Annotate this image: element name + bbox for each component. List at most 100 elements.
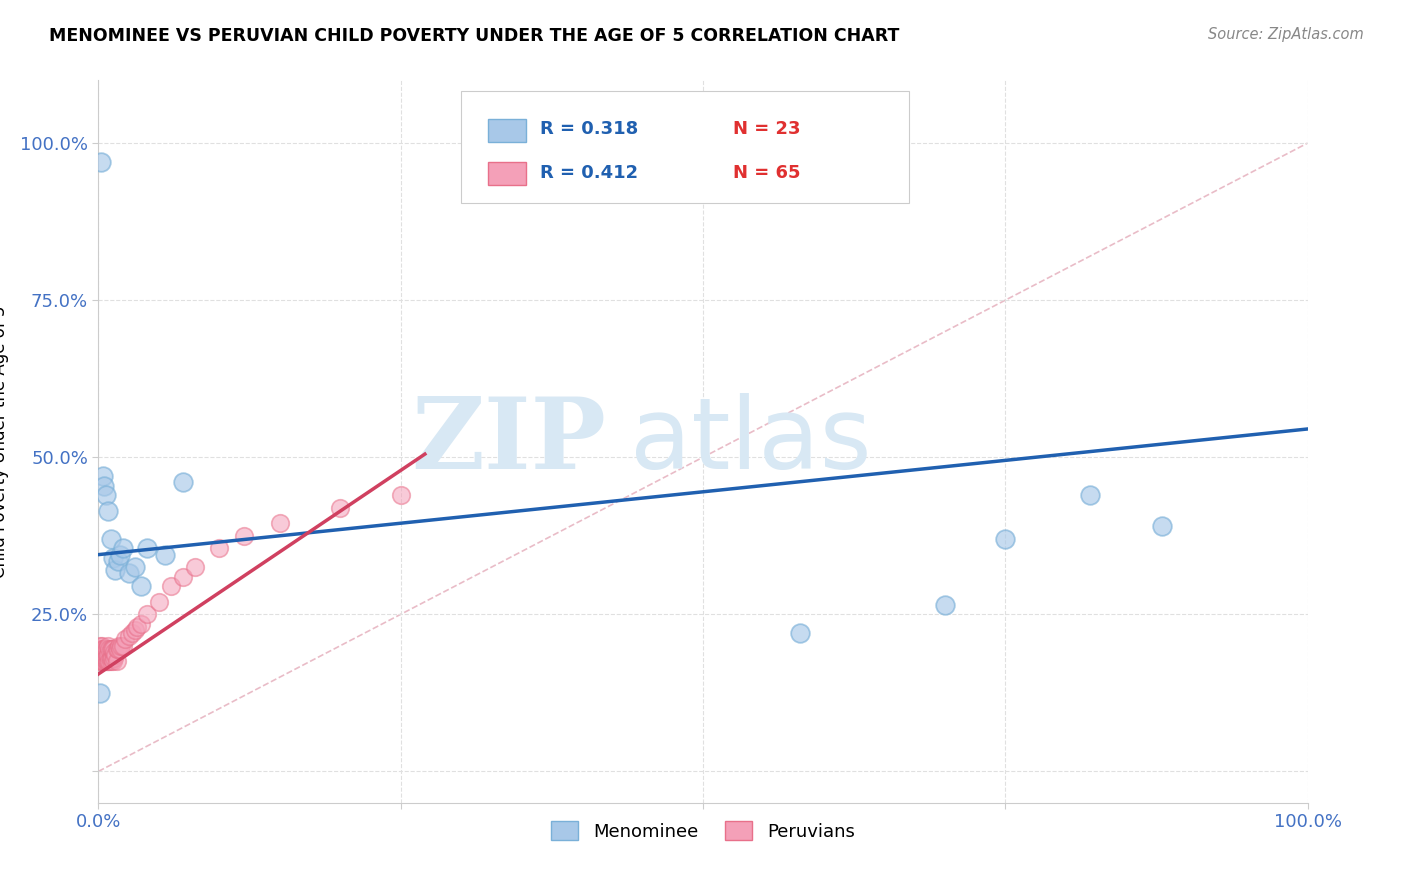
FancyBboxPatch shape <box>488 119 526 142</box>
Point <box>108 641 131 656</box>
Point <box>94 651 117 665</box>
Point <box>135 607 157 622</box>
Point <box>94 655 117 669</box>
Text: N = 65: N = 65 <box>734 164 801 182</box>
Point <box>101 655 124 669</box>
Point <box>389 488 412 502</box>
Point <box>269 516 291 531</box>
Text: N = 23: N = 23 <box>734 120 801 138</box>
Point <box>93 478 115 492</box>
Point <box>100 651 122 665</box>
Point <box>129 579 152 593</box>
Point <box>90 641 112 656</box>
Point <box>93 648 115 662</box>
Point <box>789 626 811 640</box>
Point <box>91 651 114 665</box>
Point <box>208 541 231 556</box>
Point <box>100 641 122 656</box>
Point <box>124 560 146 574</box>
Point <box>93 651 115 665</box>
Point <box>124 623 146 637</box>
FancyBboxPatch shape <box>488 162 526 185</box>
Text: Source: ZipAtlas.com: Source: ZipAtlas.com <box>1208 27 1364 42</box>
Point <box>89 655 111 669</box>
Text: R = 0.412: R = 0.412 <box>540 164 638 182</box>
Point <box>110 639 132 653</box>
Point <box>108 639 131 653</box>
Point <box>118 629 141 643</box>
Y-axis label: Child Poverty Under the Age of 5: Child Poverty Under the Age of 5 <box>0 305 8 578</box>
Point <box>90 655 112 669</box>
Point <box>103 645 125 659</box>
Point <box>89 639 111 653</box>
Point <box>172 569 194 583</box>
Point <box>94 488 117 502</box>
Point <box>118 566 141 581</box>
Point <box>129 616 152 631</box>
Point <box>91 469 114 483</box>
Point <box>98 655 121 669</box>
FancyBboxPatch shape <box>461 91 908 203</box>
Point <box>91 639 114 653</box>
Point <box>91 651 114 665</box>
Point <box>184 560 207 574</box>
Point <box>1078 488 1101 502</box>
Point <box>111 639 134 653</box>
Point <box>94 641 117 656</box>
Point <box>104 648 127 662</box>
Point <box>135 541 157 556</box>
Point <box>97 639 120 653</box>
Point <box>91 655 114 669</box>
Point <box>172 475 194 490</box>
Point <box>97 655 120 669</box>
Point <box>148 595 170 609</box>
Point <box>93 641 115 656</box>
Point <box>114 632 136 647</box>
Point <box>91 641 114 656</box>
Point <box>97 648 120 662</box>
Point <box>127 620 149 634</box>
Point <box>107 641 129 656</box>
Point <box>90 651 112 665</box>
Point <box>89 648 111 662</box>
Point <box>89 645 111 659</box>
Point <box>108 548 131 562</box>
Point <box>160 579 183 593</box>
Text: MENOMINEE VS PERUVIAN CHILD POVERTY UNDER THE AGE OF 5 CORRELATION CHART: MENOMINEE VS PERUVIAN CHILD POVERTY UNDE… <box>49 27 900 45</box>
Point <box>100 532 122 546</box>
Point <box>934 598 956 612</box>
Text: atlas: atlas <box>630 393 872 490</box>
Point <box>98 641 121 656</box>
Text: R = 0.318: R = 0.318 <box>540 120 638 138</box>
Point <box>96 648 118 662</box>
Point <box>91 648 114 662</box>
Point <box>107 554 129 568</box>
Point <box>89 686 111 700</box>
Point <box>105 655 128 669</box>
Point <box>97 503 120 517</box>
Point <box>91 645 114 659</box>
Point <box>104 563 127 577</box>
Point <box>329 500 352 515</box>
Point <box>93 655 115 669</box>
Legend: Menominee, Peruvians: Menominee, Peruvians <box>544 814 862 848</box>
Point <box>994 532 1017 546</box>
Point <box>153 548 176 562</box>
Text: ZIP: ZIP <box>412 393 606 490</box>
Point <box>111 541 134 556</box>
Point <box>100 641 122 656</box>
Point <box>121 626 143 640</box>
Point <box>100 651 122 665</box>
Point <box>90 648 112 662</box>
Point <box>91 655 114 669</box>
Point <box>103 651 125 665</box>
Point <box>105 641 128 656</box>
Point <box>232 529 254 543</box>
Point <box>100 655 122 669</box>
Point <box>101 550 124 565</box>
Point <box>96 655 118 669</box>
Point <box>90 155 112 169</box>
Point <box>89 641 111 656</box>
Point <box>101 641 124 656</box>
Point <box>96 641 118 656</box>
